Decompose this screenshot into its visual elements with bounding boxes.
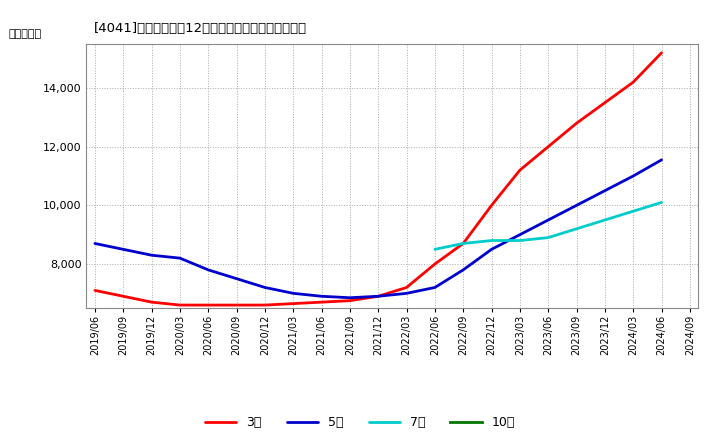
- 3年: [176, 302, 184, 308]
- 5年: [459, 267, 467, 272]
- 5年: [487, 247, 496, 252]
- 3年: [544, 144, 552, 149]
- 5年: [657, 157, 666, 162]
- 5年: [374, 293, 382, 299]
- Y-axis label: （百万円）: （百万円）: [9, 29, 42, 39]
- 5年: [402, 291, 411, 296]
- 5年: [91, 241, 99, 246]
- 3年: [119, 293, 127, 299]
- 3年: [629, 80, 637, 85]
- 7年: [657, 200, 666, 205]
- 3年: [600, 100, 609, 105]
- 5年: [148, 253, 156, 258]
- 5年: [629, 173, 637, 179]
- 5年: [233, 276, 241, 281]
- 5年: [318, 293, 326, 299]
- Line: 5年: 5年: [95, 160, 662, 298]
- Line: 7年: 7年: [435, 202, 662, 249]
- 3年: [516, 168, 524, 173]
- 3年: [459, 241, 467, 246]
- 3年: [657, 50, 666, 55]
- Line: 3年: 3年: [95, 53, 662, 305]
- 3年: [346, 298, 354, 303]
- 3年: [374, 293, 382, 299]
- 5年: [431, 285, 439, 290]
- 5年: [544, 217, 552, 223]
- 7年: [572, 226, 581, 231]
- 7年: [600, 217, 609, 223]
- 5年: [119, 247, 127, 252]
- 3年: [431, 261, 439, 267]
- 3年: [233, 302, 241, 308]
- 7年: [629, 209, 637, 214]
- 3年: [204, 302, 212, 308]
- 3年: [289, 301, 297, 306]
- 3年: [572, 121, 581, 126]
- 7年: [544, 235, 552, 240]
- 5年: [516, 232, 524, 237]
- 3年: [487, 203, 496, 208]
- Text: [4041]　当期純利益12か月移動合計の平均値の推移: [4041] 当期純利益12か月移動合計の平均値の推移: [94, 22, 307, 35]
- 3年: [318, 300, 326, 305]
- 7年: [431, 247, 439, 252]
- 7年: [516, 238, 524, 243]
- 5年: [176, 256, 184, 261]
- 5年: [346, 295, 354, 301]
- 5年: [261, 285, 269, 290]
- 3年: [261, 302, 269, 308]
- 5年: [600, 188, 609, 193]
- 5年: [572, 203, 581, 208]
- 7年: [487, 238, 496, 243]
- 3年: [402, 285, 411, 290]
- Legend: 3年, 5年, 7年, 10年: 3年, 5年, 7年, 10年: [205, 416, 515, 429]
- 7年: [459, 241, 467, 246]
- 5年: [204, 267, 212, 272]
- 3年: [148, 300, 156, 305]
- 3年: [91, 288, 99, 293]
- 5年: [289, 291, 297, 296]
